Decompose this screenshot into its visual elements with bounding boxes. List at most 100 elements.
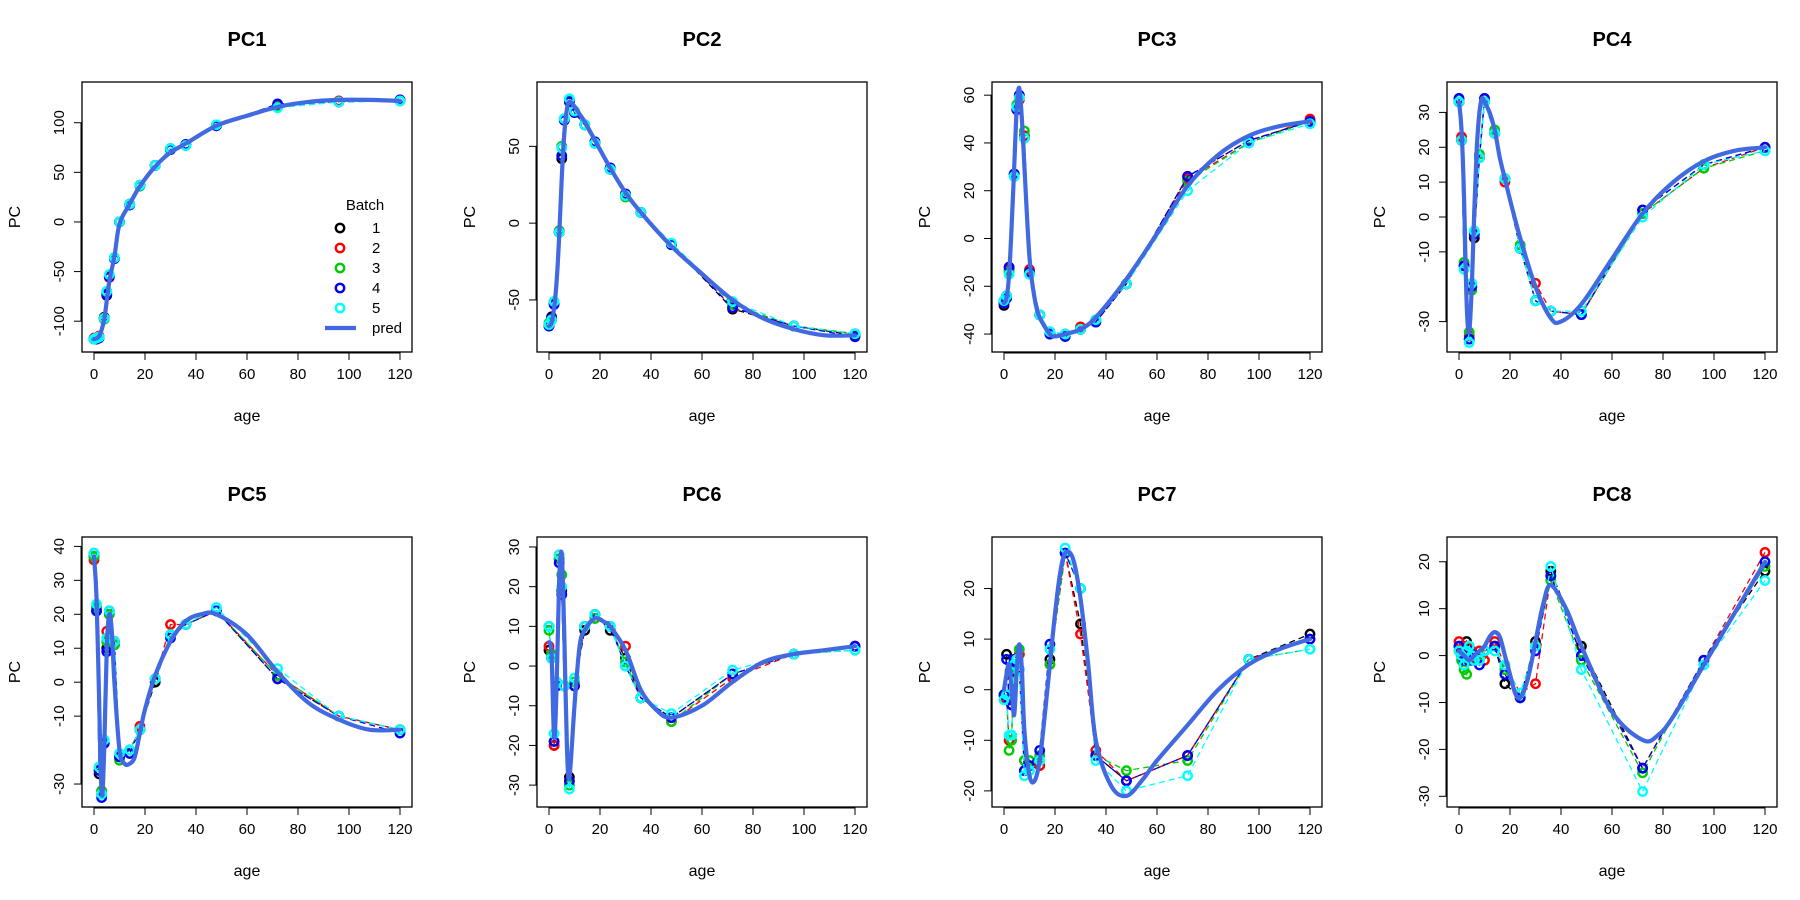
panel-title: PC4 xyxy=(1593,29,1633,51)
x-tick-label: 0 xyxy=(1455,821,1463,838)
x-tick-label: 80 xyxy=(290,366,307,383)
series-line-batch-3 xyxy=(93,100,401,340)
y-tick-label: 0 xyxy=(506,219,523,227)
y-tick-label: 30 xyxy=(1416,104,1433,121)
data-point-batch-5 xyxy=(564,783,575,795)
x-tick-label: 20 xyxy=(1502,821,1519,838)
x-tick-label: 80 xyxy=(1655,821,1672,838)
series-batch-4 xyxy=(1453,93,1771,345)
y-tick-label: -30 xyxy=(1416,311,1433,333)
series-line-batch-2 xyxy=(93,99,401,340)
series-batch-3 xyxy=(88,551,406,797)
data-point-batch-4 xyxy=(1121,775,1132,787)
panel-title: PC8 xyxy=(1593,484,1632,506)
panel-title: PC3 xyxy=(1138,29,1177,51)
panel-pc2: PC2 0 20 40 60 80 100 120 age -50 0 50 PC xyxy=(462,29,868,425)
data-point-batch-4 xyxy=(1759,556,1771,568)
series-line-batch-1 xyxy=(548,98,856,336)
legend-label-batch-4: 4 xyxy=(372,280,380,297)
x-tick-label: 100 xyxy=(336,821,361,838)
series-batch-5 xyxy=(1453,96,1771,348)
data-point-batch-3 xyxy=(543,624,555,636)
series-batch-5 xyxy=(543,549,861,795)
x-axis-label: age xyxy=(689,863,716,880)
panel-title: PC7 xyxy=(1138,484,1177,506)
data-point-batch-1 xyxy=(1001,648,1012,660)
x-axis-label: age xyxy=(1599,863,1626,880)
series-batch-3 xyxy=(88,95,406,345)
data-point-batch-5 xyxy=(1458,659,1470,671)
series-batch-1 xyxy=(88,94,406,345)
x-tick-label: 120 xyxy=(1297,366,1322,383)
data-point-batch-5 xyxy=(1698,659,1710,671)
legend-label-batch-2: 2 xyxy=(372,240,380,257)
y-tick-label: -50 xyxy=(506,289,523,311)
plot-frame xyxy=(81,81,413,353)
x-tick-label: 60 xyxy=(239,821,256,838)
y-tick-label: 0 xyxy=(961,686,978,694)
panel-pc6: PC6 0 20 40 60 80 100 120 age -30 -20 -10 0 10 20 30 PC xyxy=(462,484,868,880)
x-axis: 0 20 40 60 80 100 120 xyxy=(545,352,868,383)
data-point-batch-4 xyxy=(1576,309,1587,321)
x-tick-label: 60 xyxy=(239,366,256,383)
data-point-batch-5 xyxy=(1243,137,1255,149)
legend-title: Batch xyxy=(346,197,384,214)
x-tick-label: 0 xyxy=(90,366,98,383)
x-tick-label: 60 xyxy=(694,821,711,838)
y-tick-label: -10 xyxy=(51,705,68,727)
y-tick-label: -20 xyxy=(506,735,523,757)
y-tick-label: -20 xyxy=(961,780,978,802)
x-tick-label: 120 xyxy=(842,821,867,838)
x-tick-label: 120 xyxy=(387,821,412,838)
plot-area xyxy=(1453,93,1771,348)
x-tick-label: 80 xyxy=(290,821,307,838)
legend-marker-batch-2 xyxy=(334,242,346,254)
x-tick-label: 40 xyxy=(643,821,660,838)
x-tick-label: 20 xyxy=(592,366,609,383)
data-point-batch-3 xyxy=(1121,765,1132,777)
series-line-pred xyxy=(91,554,403,798)
y-tick-label: 30 xyxy=(506,539,523,556)
data-point-batch-1 xyxy=(1499,678,1511,690)
y-axis: -30 -20 -10 0 10 20 xyxy=(1416,553,1447,807)
y-tick-label: 10 xyxy=(1416,174,1433,191)
panel-title: PC5 xyxy=(228,484,267,506)
plot-frame xyxy=(81,536,413,808)
x-tick-label: 100 xyxy=(1246,821,1271,838)
data-point-batch-3 xyxy=(1003,745,1015,756)
data-point-batch-3 xyxy=(1637,767,1649,779)
series-line-batch-5 xyxy=(1458,101,1766,343)
x-tick-label: 40 xyxy=(188,821,205,838)
y-tick-label: 20 xyxy=(961,182,978,199)
series-line-batch-4 xyxy=(1458,98,1766,340)
y-tick-label: 0 xyxy=(506,662,523,670)
plot-area xyxy=(543,93,861,343)
x-tick-label: 40 xyxy=(1553,366,1570,383)
plot-area xyxy=(88,547,406,804)
x-axis: 0 20 40 60 80 100 120 xyxy=(545,807,868,838)
panel-pc7: PC7 0 20 40 60 80 100 120 age -20 -10 0 10 20 PC xyxy=(917,484,1323,880)
x-tick-label: 40 xyxy=(643,366,660,383)
series-batch-3 xyxy=(1453,93,1771,338)
x-tick-label: 120 xyxy=(1752,366,1777,383)
y-tick-label: 50 xyxy=(506,138,523,155)
data-point-batch-5 xyxy=(210,602,222,613)
series-batch-5 xyxy=(88,547,406,800)
data-point-batch-5 xyxy=(1759,575,1771,586)
x-tick-label: 20 xyxy=(592,821,609,838)
series-line-batch-5 xyxy=(548,554,856,790)
series-line-batch-4 xyxy=(548,562,856,782)
y-axis-label: PC xyxy=(917,206,934,228)
x-tick-label: 120 xyxy=(842,366,867,383)
data-point-batch-5 xyxy=(1304,643,1316,655)
y-tick-label: 40 xyxy=(51,538,68,555)
series-line-batch-1 xyxy=(548,558,856,778)
y-tick-label: 30 xyxy=(51,572,68,589)
series-batch-4 xyxy=(88,94,406,345)
y-tick-label: -30 xyxy=(506,774,523,796)
data-point-batch-2 xyxy=(1759,546,1771,558)
x-axis: 0 20 40 60 80 100 120 xyxy=(1455,807,1778,838)
y-tick-label: 20 xyxy=(961,580,978,597)
x-tick-label: 100 xyxy=(791,821,816,838)
